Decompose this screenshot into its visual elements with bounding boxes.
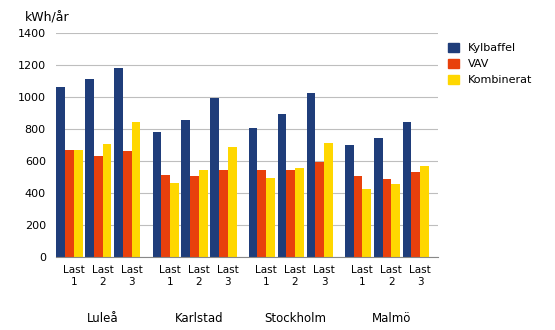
Bar bbox=[210, 98, 219, 257]
Bar bbox=[295, 168, 304, 257]
Bar bbox=[153, 132, 162, 257]
Bar bbox=[382, 179, 391, 257]
Text: Malmö: Malmö bbox=[371, 312, 411, 325]
Bar bbox=[85, 79, 94, 257]
Bar bbox=[411, 172, 420, 257]
Bar bbox=[249, 128, 258, 257]
Bar bbox=[266, 178, 275, 257]
Bar bbox=[181, 119, 190, 257]
Bar bbox=[362, 189, 371, 257]
Bar bbox=[420, 166, 429, 257]
Bar bbox=[65, 150, 74, 257]
Bar bbox=[403, 122, 411, 257]
Bar bbox=[103, 144, 112, 257]
Bar bbox=[162, 175, 170, 257]
Bar bbox=[258, 170, 266, 257]
Bar bbox=[190, 177, 199, 257]
Bar bbox=[286, 170, 295, 257]
Bar bbox=[315, 162, 324, 257]
Bar bbox=[324, 143, 332, 257]
Bar bbox=[114, 68, 123, 257]
Text: Luleå: Luleå bbox=[87, 312, 119, 325]
Bar bbox=[132, 122, 140, 257]
Text: Stockholm: Stockholm bbox=[264, 312, 326, 325]
Bar bbox=[74, 150, 83, 257]
Text: Karlstad: Karlstad bbox=[175, 312, 223, 325]
Bar bbox=[57, 87, 65, 257]
Bar bbox=[199, 170, 208, 257]
Bar bbox=[94, 156, 103, 257]
Bar bbox=[228, 147, 236, 257]
Bar bbox=[219, 170, 228, 257]
Bar bbox=[170, 183, 179, 257]
Bar bbox=[391, 184, 400, 257]
Bar bbox=[123, 151, 132, 257]
Legend: Kylbaffel, VAV, Kombinerat: Kylbaffel, VAV, Kombinerat bbox=[448, 43, 532, 85]
Bar bbox=[345, 145, 354, 257]
Text: kWh/år: kWh/år bbox=[25, 11, 69, 24]
Bar bbox=[374, 138, 382, 257]
Bar bbox=[278, 114, 286, 257]
Bar bbox=[354, 176, 362, 257]
Bar bbox=[306, 93, 315, 257]
